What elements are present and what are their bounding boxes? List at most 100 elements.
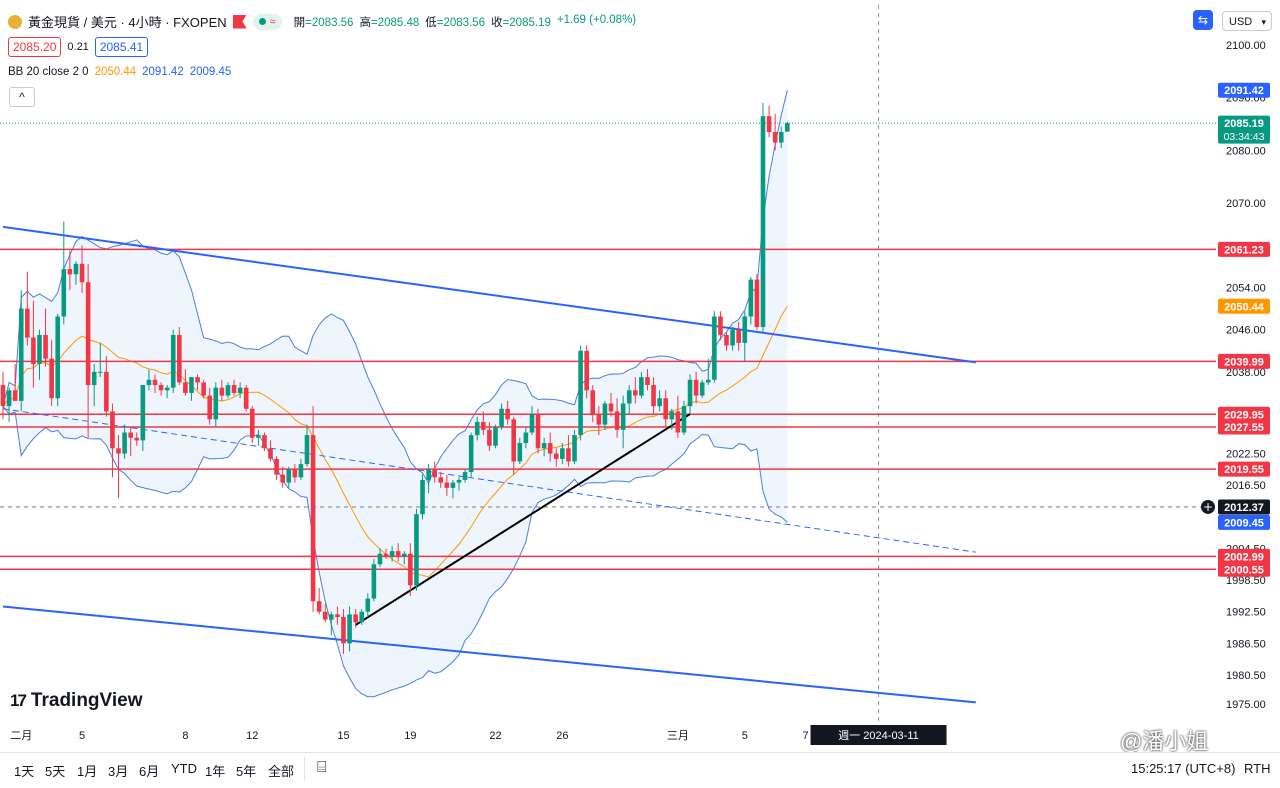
timeframe-3m[interactable]: 3月 — [108, 764, 129, 779]
x-tick-label: 8 — [182, 730, 188, 742]
candle-body — [91, 371, 97, 386]
sync-button[interactable]: ⇆ — [1193, 10, 1213, 30]
timeframe-1m[interactable]: 1月 — [77, 764, 98, 779]
timeframe-all[interactable]: 全部 — [268, 764, 295, 779]
sync-icon: ⇆ — [1197, 13, 1209, 27]
candle-body — [201, 382, 206, 396]
candle-body — [231, 385, 237, 393]
candle-body — [517, 443, 523, 462]
market-status-pill[interactable]: ≈ — [252, 13, 282, 30]
bottom-toolbar: 1天 5天 1月 3月 6月 YTD 1年 5年 全部 ⌸ 15:25:17 (… — [0, 752, 1280, 787]
candle-body — [67, 269, 73, 275]
candle-body — [456, 479, 462, 483]
ohlc-change: +1.69 (+0.08%) — [556, 13, 637, 26]
candle-body — [146, 379, 152, 386]
candle-body — [474, 421, 480, 436]
candle-body — [389, 551, 395, 557]
currency-select[interactable]: USD ▾ — [1222, 11, 1272, 31]
candle-body — [560, 448, 565, 459]
indicator-basis: 2050.44 — [94, 66, 137, 78]
candle-body — [426, 469, 431, 480]
price-label: 2091.42 — [1224, 85, 1264, 97]
candle-body — [274, 458, 279, 475]
candle-body — [626, 390, 632, 404]
price-label-box — [1218, 419, 1270, 435]
add-alert-icon — [1201, 499, 1215, 514]
price-label: 2050.44 — [1224, 301, 1265, 313]
timeframe-ytd[interactable]: YTD — [171, 761, 197, 776]
flag-icon[interactable] — [232, 14, 247, 29]
candle-body — [189, 377, 194, 393]
candle-body — [122, 432, 127, 454]
collapse-legend-button[interactable]: ^ — [9, 87, 35, 107]
tradingview-logo-icon: 17 — [10, 691, 27, 710]
candle-body — [699, 382, 705, 396]
candle-body — [444, 482, 450, 488]
candle-body — [608, 403, 614, 412]
timeframe-5y[interactable]: 5年 — [236, 764, 257, 779]
candle-body — [310, 435, 316, 602]
candle-body — [37, 334, 42, 364]
candle-body — [620, 403, 626, 430]
session-toggle[interactable]: RTH — [1244, 761, 1271, 776]
bollinger-lower-line — [2, 405, 788, 698]
price-label-box — [1218, 298, 1270, 314]
status-symbol: ≈ — [269, 15, 276, 28]
y-tick-label: 1986.50 — [1226, 638, 1266, 650]
candle-body — [499, 408, 504, 428]
candle-body — [639, 377, 644, 396]
timeframe-6m[interactable]: 6月 — [139, 764, 160, 779]
currency-value: USD — [1229, 16, 1253, 28]
candle-body — [164, 387, 170, 391]
timeframe-1d[interactable]: 1天 — [14, 764, 35, 779]
candle-body — [748, 279, 754, 317]
chevron-down-icon: ▾ — [1261, 17, 1266, 27]
candle-body — [18, 308, 24, 401]
candle-body — [487, 429, 492, 446]
candle-body — [553, 453, 559, 459]
x-tick-label: 5 — [79, 730, 85, 742]
candle-body — [152, 379, 158, 386]
candle-body — [785, 123, 790, 132]
candle-body — [578, 350, 583, 436]
x-tick-label: 12 — [246, 730, 258, 742]
sell-price-button[interactable]: 2085.20 — [8, 37, 62, 57]
ohlc-high: 高=2085.48 — [359, 16, 420, 29]
candle-body — [170, 334, 176, 388]
candle-body — [657, 398, 662, 407]
trendline-support — [355, 413, 691, 626]
candle-body — [79, 263, 85, 283]
candle-body — [468, 435, 474, 473]
buy-price-button[interactable]: 2085.41 — [94, 37, 149, 57]
y-tick-label: 2022.50 — [1226, 449, 1266, 461]
tradingview-logo[interactable]: 17 TradingView — [10, 690, 143, 712]
symbol-title[interactable]: 黃金現貨 / 美元 · 4小時 · FXOPEN — [28, 15, 227, 30]
calendar-range-icon[interactable]: ⌸ — [317, 759, 327, 776]
timeframe-1y[interactable]: 1年 — [205, 764, 226, 779]
candle-body — [158, 385, 164, 391]
candle-body — [395, 551, 401, 557]
indicator-legend[interactable]: BB 20 close 2 0 2050.44 2091.42 2009.45 — [8, 66, 231, 78]
price-label: 2012.37 — [1224, 502, 1264, 514]
candle-body — [687, 379, 693, 407]
candle-body — [730, 329, 735, 346]
timeframe-5d[interactable]: 5天 — [45, 764, 66, 779]
clock[interactable]: 15:25:17 (UTC+8) — [1131, 761, 1236, 776]
ohlc-low: 低=2083.56 — [425, 16, 486, 29]
price-label-box — [1218, 548, 1270, 564]
price-label: 2027.55 — [1224, 422, 1264, 434]
candle-body — [256, 435, 261, 438]
trendline-channel-mid-dashed — [2, 408, 976, 553]
candle-body — [705, 379, 711, 383]
candle-body — [584, 350, 589, 391]
y-tick-label: 1998.50 — [1226, 575, 1266, 587]
candle-body — [292, 469, 298, 478]
candle-body — [134, 437, 140, 441]
candle-body — [6, 390, 12, 407]
candle-body — [97, 371, 103, 373]
trendline-channel-upper — [2, 225, 976, 364]
y-tick-label: 2038.00 — [1226, 367, 1266, 379]
x-tick-label: 22 — [489, 730, 501, 742]
candle-body — [335, 614, 340, 618]
